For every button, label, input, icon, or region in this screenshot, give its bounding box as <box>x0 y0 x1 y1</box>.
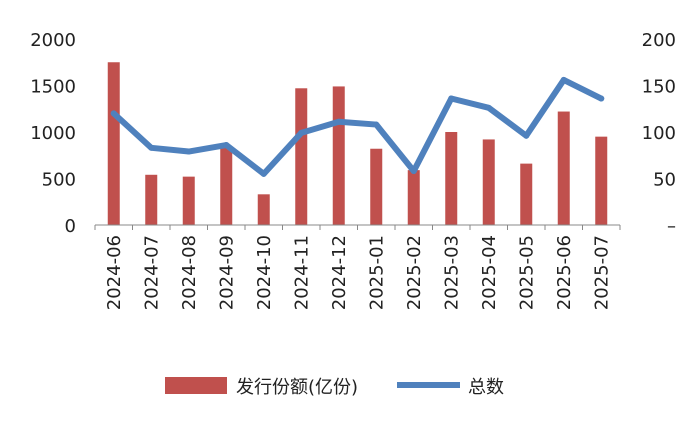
total-line <box>110 76 605 177</box>
x-axis: 2024-06 2024-07 2024-08 2024-09 2024-10 2024-… <box>94 224 621 310</box>
x-tick-label: 2024-09 <box>216 235 237 310</box>
bar <box>107 62 120 225</box>
line-series <box>110 76 605 177</box>
bar <box>595 136 608 225</box>
left-tick-label: 1000 <box>30 123 76 144</box>
bar-series <box>107 62 608 226</box>
line-point <box>373 121 380 128</box>
line-point <box>260 170 267 177</box>
legend-label-bar: 发行份额(亿份) <box>236 377 358 398</box>
left-tick-label: 0 <box>65 216 76 237</box>
x-tick-label: 2025-07 <box>591 235 612 310</box>
line-point <box>598 95 605 102</box>
x-tick-label: 2025-02 <box>404 235 425 310</box>
x-tick-label: 2024-07 <box>141 235 162 310</box>
line-point <box>560 76 567 83</box>
legend-swatch-bar <box>165 377 227 394</box>
right-tick-label: 50 <box>653 170 676 191</box>
bar <box>557 111 570 225</box>
bar <box>257 194 270 225</box>
right-y-axis: – 50 100 150 200 <box>642 30 676 237</box>
line-point <box>185 148 192 155</box>
right-tick-label: 150 <box>642 77 676 98</box>
x-tick-label: 2025-01 <box>366 235 387 310</box>
bar <box>145 174 158 225</box>
right-tick-label: 200 <box>642 30 676 51</box>
line-point <box>485 104 492 111</box>
line-point <box>110 110 117 117</box>
left-tick-label: 2000 <box>30 30 76 51</box>
line-point <box>298 129 305 136</box>
right-tick-label: – <box>667 216 676 237</box>
bar <box>370 148 383 225</box>
x-tick-label: 2024-06 <box>104 235 125 310</box>
bar <box>407 170 420 225</box>
line-point <box>410 168 417 175</box>
bar <box>220 146 233 225</box>
bar <box>332 86 345 226</box>
x-tick-label: 2025-06 <box>554 235 575 310</box>
x-tick-label: 2025-04 <box>479 235 500 310</box>
left-tick-label: 1500 <box>30 77 76 98</box>
x-tick-label: 2024-08 <box>179 235 200 310</box>
x-tick-label: 2024-12 <box>329 235 350 310</box>
line-point <box>223 142 230 149</box>
legend: 发行份额(亿份) 总数 <box>165 377 504 398</box>
bar <box>295 88 308 225</box>
line-point <box>335 118 342 125</box>
bar <box>482 139 495 225</box>
bar <box>182 176 195 225</box>
right-tick-label: 100 <box>642 123 676 144</box>
left-tick-label: 500 <box>42 170 76 191</box>
x-tick-label: 2024-10 <box>254 235 275 310</box>
line-point <box>148 144 155 151</box>
line-point <box>448 95 455 102</box>
x-tick-label: 2024-11 <box>291 235 312 310</box>
x-tick-label: 2025-03 <box>441 235 462 310</box>
bar <box>520 163 533 225</box>
bar <box>445 132 458 225</box>
legend-label-line: 总数 <box>468 377 504 398</box>
left-y-axis: 0 500 1000 1500 2000 <box>30 30 76 237</box>
x-tick-label: 2025-05 <box>516 235 537 310</box>
line-point <box>523 132 530 139</box>
